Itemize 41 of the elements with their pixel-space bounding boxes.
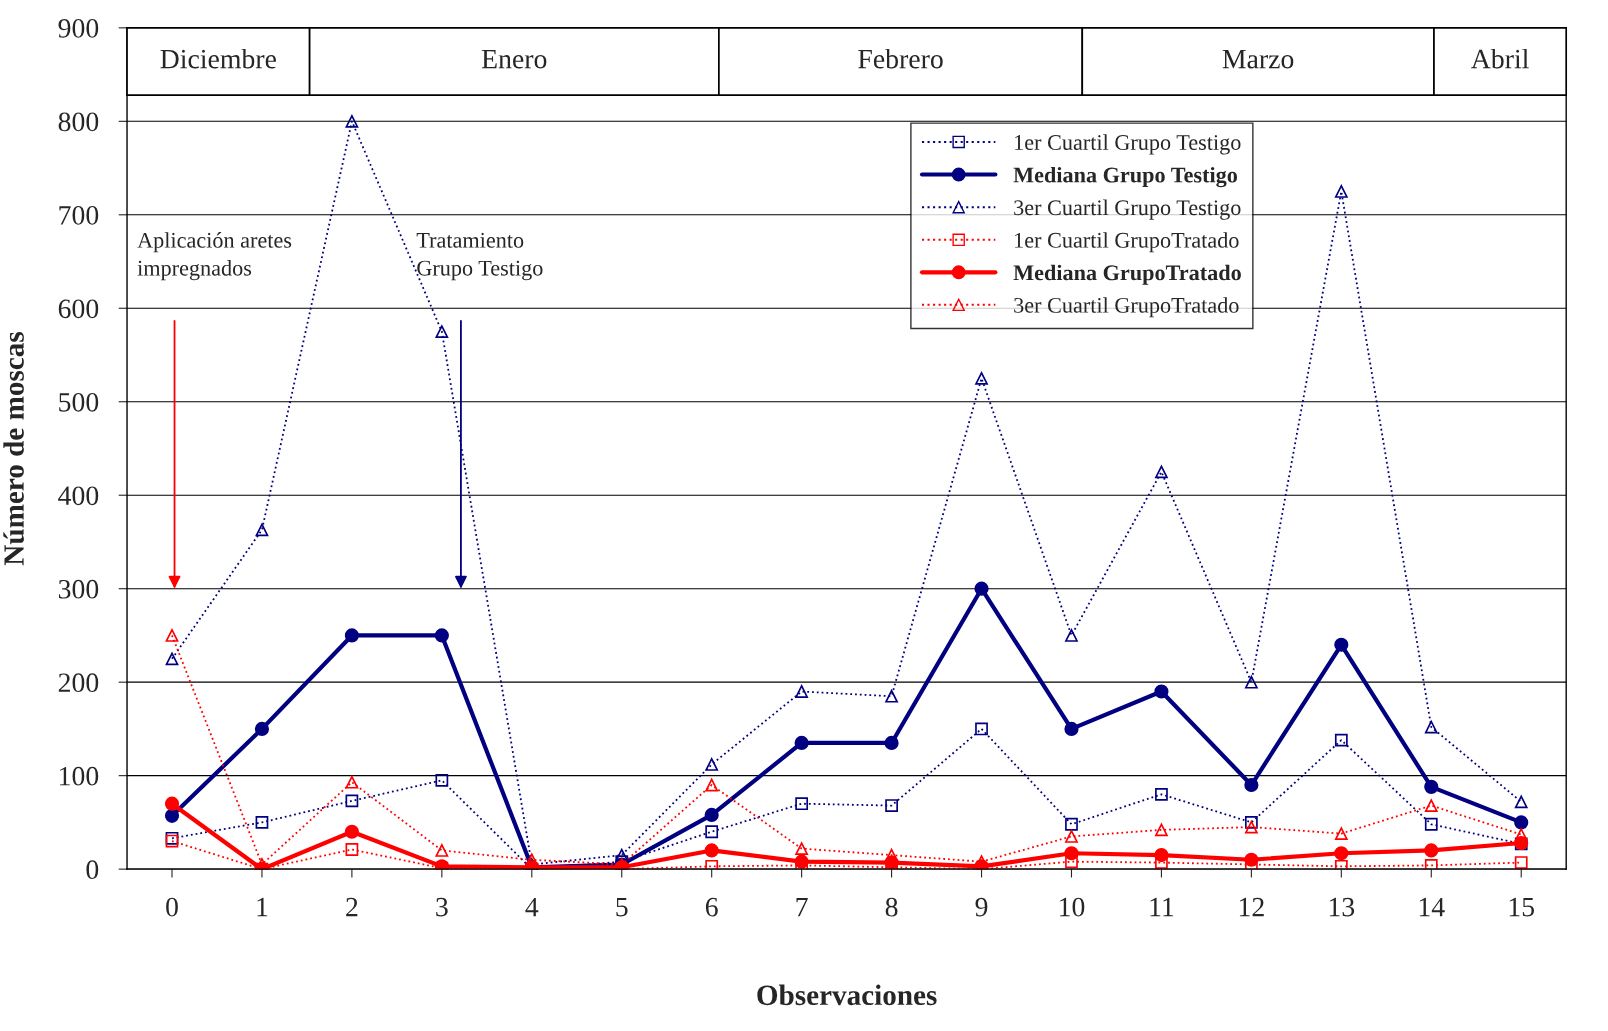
band-label: Marzo: [1222, 49, 1294, 69]
legend-label: 1er Cuartil Grupo Testigo: [1015, 134, 1241, 155]
x-tick-label: 10: [1060, 897, 1085, 917]
x-tick-label: 7: [796, 898, 808, 917]
legend-label: Mediana GrupoTratado: [1013, 264, 1241, 285]
x-tick-label: 4: [525, 897, 539, 917]
x-tick-label: 6: [705, 897, 718, 917]
legend-label: 1er Cuartil GrupoTratado: [1015, 232, 1239, 253]
x-tick-label: 11: [1150, 897, 1174, 917]
annotation: Tratamiento Grupo Testigo: [416, 232, 543, 281]
y-tick-label: 900: [58, 19, 99, 38]
band-label: Febrero: [858, 48, 943, 69]
x-tick-label: 9: [975, 897, 988, 917]
band-label: Enero: [481, 49, 547, 69]
x-tick-label: 1: [257, 897, 268, 917]
x-tick-label: 14: [1419, 897, 1445, 917]
y-tick-label: 300: [58, 579, 99, 599]
x-tick-label: 13: [1329, 897, 1355, 917]
x-tick-label: 5: [616, 898, 628, 917]
y-tick-label: 200: [58, 673, 99, 693]
legend-label: 3er Cuartil Grupo Testigo: [1014, 199, 1241, 220]
x-tick-label: 2: [346, 897, 358, 917]
x-tick-label: 15: [1509, 897, 1535, 917]
y-tick-label: 500: [59, 392, 99, 412]
band-label: Diciembre: [160, 48, 276, 69]
x-axis-title: Observaciones: [757, 984, 937, 1006]
annotation: Aplicación aretes impregnados: [137, 232, 292, 281]
y-tick-label: 0: [86, 860, 99, 880]
legend-label: Mediana Grupo Testigo: [1013, 166, 1238, 188]
y-tick-label: 700: [59, 205, 99, 225]
y-tick-label: 400: [58, 486, 99, 506]
y-axis-title: Número de moscas: [3, 332, 24, 566]
y-tick-label: 100: [60, 766, 99, 786]
x-tick-label: 12: [1239, 897, 1264, 917]
y-tick-label: 800: [58, 112, 99, 132]
band-label: Abril: [1471, 48, 1529, 69]
x-tick-label: 0: [166, 897, 178, 917]
y-tick-label: 600: [58, 299, 99, 319]
x-tick-label: 3: [436, 897, 448, 917]
legend-label: 3er Cuartil GrupoTratado: [1014, 297, 1239, 318]
x-tick-label: 8: [885, 897, 898, 917]
